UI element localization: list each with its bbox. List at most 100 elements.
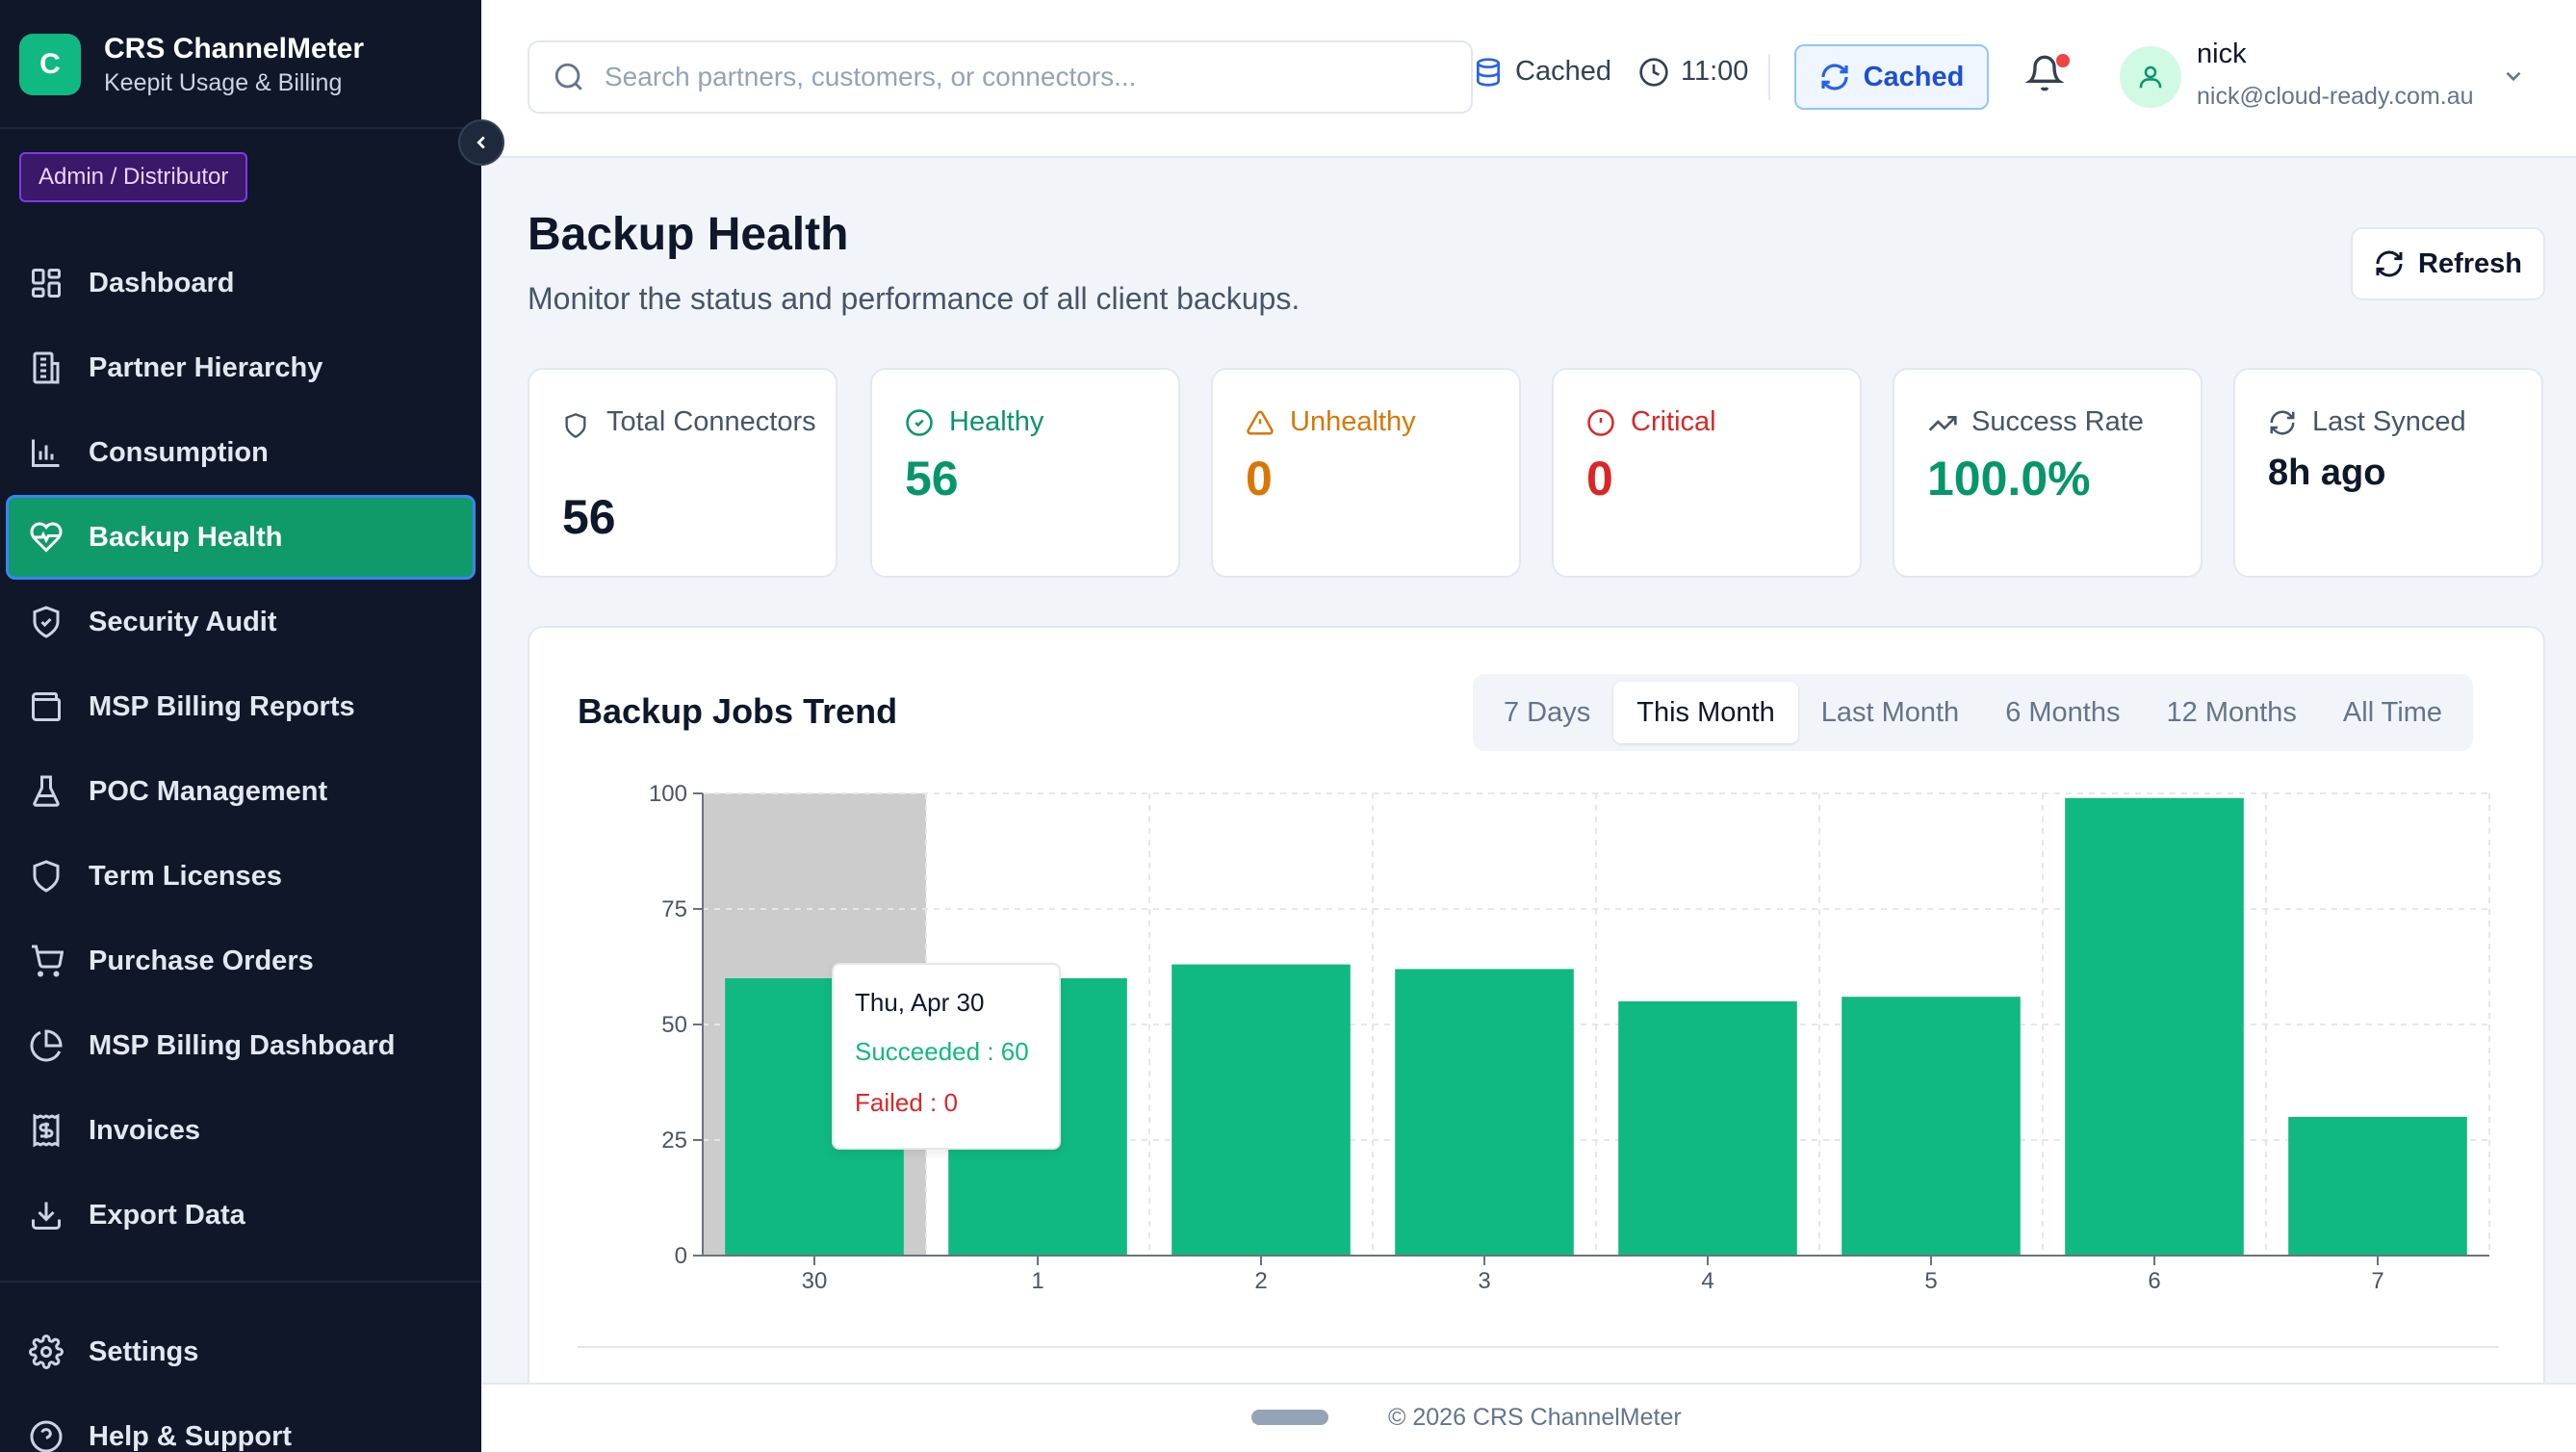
wallet-icon <box>27 687 65 726</box>
sidebar-item-purchase-orders[interactable]: Purchase Orders <box>0 919 481 1003</box>
x-tick-label: 5 <box>1924 1268 1937 1294</box>
stat-label: Total Connectors <box>606 406 816 437</box>
sidebar-item-label: POC Management <box>89 775 328 807</box>
sidebar-item-label: Export Data <box>89 1199 245 1231</box>
tooltip-date: Thu, Apr 30 <box>855 988 985 1017</box>
brand-subtitle: Keepit Usage & Billing <box>104 69 343 96</box>
stat-label: Last Synced <box>2312 406 2466 437</box>
stat-card-total-connectors: Total Connectors 56 <box>528 368 837 578</box>
header-divider <box>1768 54 1770 100</box>
y-tick-label: 75 <box>661 896 687 922</box>
shield-icon <box>27 857 65 895</box>
heart-pulse-icon <box>27 518 65 557</box>
x-tick-label: 7 <box>2371 1268 2383 1294</box>
stat-card-healthy: Healthy 56 <box>870 368 1180 578</box>
last-update-time: 11:00 <box>1638 56 1748 88</box>
refresh-button-label: Refresh <box>2418 247 2522 279</box>
stat-label: Unhealthy <box>1290 406 1416 437</box>
x-tick-label: 2 <box>1254 1268 1267 1294</box>
y-tick-label: 25 <box>661 1128 687 1154</box>
notification-dot <box>2056 54 2070 67</box>
alert-circle-icon <box>1587 409 1614 436</box>
check-circle-icon <box>906 409 933 436</box>
sidebar-item-label: Help & Support <box>89 1420 293 1452</box>
user-icon <box>2139 65 2162 89</box>
bar <box>1395 969 1574 1256</box>
y-tick-label: 50 <box>661 1012 687 1038</box>
sidebar-item-settings[interactable]: Settings <box>0 1309 481 1394</box>
range-tab-6-months[interactable]: 6 Months <box>2005 696 2121 728</box>
shield-icon <box>565 413 586 438</box>
y-tick-label: 0 <box>675 1243 687 1269</box>
sidebar-item-msp-billing-dashboard[interactable]: MSP Billing Dashboard <box>0 1003 481 1088</box>
range-tab-all-time[interactable]: All Time <box>2342 696 2443 728</box>
sidebar-item-label: Consumption <box>89 436 269 468</box>
sidebar-item-dashboard[interactable]: Dashboard <box>0 241 481 325</box>
range-tab-12-months[interactable]: 12 Months <box>2166 696 2297 728</box>
range-tab-7-days[interactable]: 7 Days <box>1504 696 1591 728</box>
avatar[interactable] <box>2120 46 2181 108</box>
sidebar-item-help-support[interactable]: Help & Support <box>0 1394 481 1452</box>
stat-label: Critical <box>1631 406 1716 437</box>
sidebar-item-consumption[interactable]: Consumption <box>0 410 481 495</box>
cart-icon <box>27 942 65 980</box>
refresh-button[interactable]: Refresh <box>2351 227 2545 300</box>
top-header: Cached 11:00 Cached nick nick@cloud-read… <box>481 0 2576 158</box>
search-icon <box>554 63 582 91</box>
sidebar-item-invoices[interactable]: Invoices <box>0 1088 481 1173</box>
x-tick-label: 3 <box>1478 1268 1490 1294</box>
sidebar-item-backup-health[interactable]: Backup Health <box>6 495 476 580</box>
sync-icon <box>2270 410 2295 435</box>
sidebar-item-label: Backup Health <box>89 521 283 553</box>
sidebar-item-poc-management[interactable]: POC Management <box>0 749 481 834</box>
stat-value: 56 <box>562 490 616 544</box>
footer-text: © 2026 CRS ChannelMeter <box>1388 1404 1682 1431</box>
stat-value: 100.0% <box>1927 452 2091 506</box>
sidebar: C CRS ChannelMeter Keepit Usage & Billin… <box>0 0 481 1452</box>
sidebar-collapse-button[interactable] <box>458 119 504 166</box>
scroll-handle[interactable] <box>1251 1410 1328 1425</box>
chart-divider <box>578 1346 2499 1348</box>
range-tab-last-month[interactable]: Last Month <box>1820 696 1960 728</box>
help-icon <box>27 1417 65 1452</box>
sidebar-item-export-data[interactable]: Export Data <box>0 1173 481 1258</box>
cached-refresh-button[interactable]: Cached <box>1794 44 1989 110</box>
search-input[interactable] <box>605 62 1452 92</box>
sidebar-divider <box>0 127 481 129</box>
bar <box>1618 1001 1797 1256</box>
trending-up-icon <box>1928 416 1957 431</box>
notifications-button[interactable] <box>2024 54 2072 100</box>
sidebar-item-label: MSP Billing Reports <box>89 690 355 722</box>
database-icon <box>1477 57 1500 87</box>
user-email: nick@cloud-ready.com.au <box>2197 83 2474 110</box>
stat-card-success-rate: Success Rate 100.0% <box>1893 368 2202 578</box>
stat-card-unhealthy: Unhealthy 0 <box>1211 368 1521 578</box>
bar <box>2065 797 2244 1256</box>
dashboard-icon <box>27 264 65 302</box>
range-tabs: 7 Days This Month Last Month 6 Months 12 Mon… <box>1473 674 2474 751</box>
sidebar-item-label: Invoices <box>89 1114 201 1146</box>
stat-label: Success Rate <box>1971 406 2144 437</box>
sidebar-item-partner-hierarchy[interactable]: Partner Hierarchy <box>0 325 481 410</box>
cache-status: Cached <box>1473 56 1611 88</box>
sidebar-item-msp-billing-reports[interactable]: MSP Billing Reports <box>0 664 481 749</box>
sidebar-item-label: Dashboard <box>89 267 235 298</box>
footer: © 2026 CRS ChannelMeter <box>481 1383 2576 1452</box>
sidebar-item-label: Term Licenses <box>89 860 282 892</box>
y-tick-label: 100 <box>649 781 687 807</box>
bar <box>1842 997 2021 1256</box>
sidebar-item-security-audit[interactable]: Security Audit <box>0 580 481 664</box>
user-menu-toggle[interactable] <box>2501 64 2526 93</box>
gear-icon <box>27 1333 65 1371</box>
role-badge: Admin / Distributor <box>19 152 248 202</box>
stat-value: 8h ago <box>2268 453 2386 493</box>
user-name[interactable]: nick <box>2197 39 2247 69</box>
download-icon <box>27 1196 65 1234</box>
page-subtitle: Monitor the status and performance of al… <box>528 281 1301 316</box>
brand[interactable]: C CRS ChannelMeter Keepit Usage & Billin… <box>19 31 364 98</box>
cache-status-label: Cached <box>1515 56 1611 87</box>
sidebar-item-term-licenses[interactable]: Term Licenses <box>0 834 481 919</box>
range-tab-this-month[interactable]: This Month <box>1613 682 1798 743</box>
search-box[interactable] <box>528 40 1473 114</box>
page-title: Backup Health <box>528 209 849 260</box>
